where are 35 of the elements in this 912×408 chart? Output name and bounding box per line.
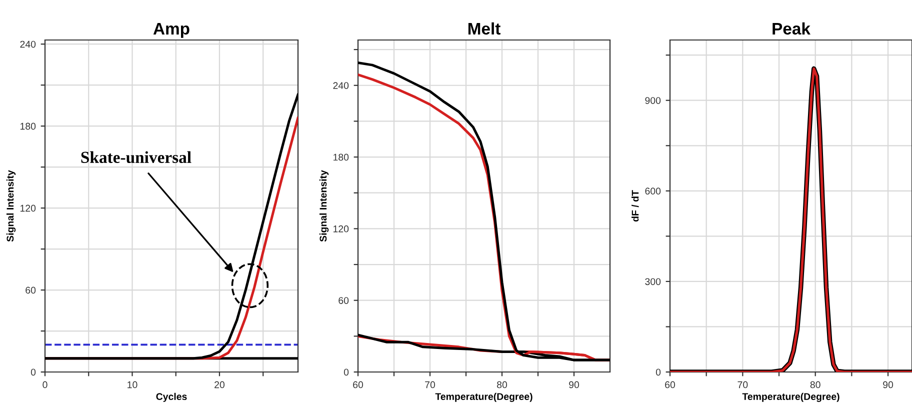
x-axis-title: Temperature(Degree) — [435, 392, 532, 402]
y-tick-label: 300 — [645, 278, 661, 286]
y-tick-label: 900 — [645, 97, 661, 104]
x-tick-label: 90 — [883, 381, 894, 388]
y-axis-title: Signal Intensity — [6, 170, 16, 242]
y-tick-label: 600 — [645, 188, 661, 195]
x-tick-label: 0 — [42, 381, 48, 388]
x-tick-label: 70 — [738, 381, 748, 388]
y-tick-label: 0 — [344, 368, 349, 376]
y-tick-label: 120 — [333, 225, 349, 232]
x-tick-label: 60 — [665, 381, 676, 388]
y-axis-title: Signal Intensity — [319, 170, 329, 242]
annotation: Skate-universal — [81, 151, 192, 164]
y-tick-label: 0 — [30, 368, 36, 376]
x-axis-title: Cycles — [156, 392, 187, 402]
y-tick-label: 0 — [656, 368, 661, 376]
chart-title: Amp — [153, 22, 190, 38]
y-tick-label: 120 — [20, 204, 36, 212]
x-tick-label: 90 — [569, 381, 580, 388]
x-tick-label: 70 — [425, 381, 436, 388]
x-axis-title: Temperature(Degree) — [742, 392, 840, 402]
y-tick-label: 180 — [333, 154, 349, 161]
y-tick-label: 240 — [20, 40, 36, 48]
x-tick-label: 80 — [497, 381, 508, 388]
x-tick-label: 80 — [810, 381, 820, 388]
y-tick-label: 240 — [333, 82, 349, 89]
x-tick-label: 20 — [214, 381, 225, 388]
x-tick-label: 60 — [353, 381, 364, 388]
y-tick-label: 60 — [338, 297, 349, 304]
chart-title: Peak — [772, 22, 810, 35]
x-tick-label: 10 — [128, 381, 138, 388]
y-tick-label: 180 — [20, 122, 36, 130]
chart-title: Melt — [468, 22, 500, 35]
y-axis-title: dF / dT — [632, 190, 639, 222]
y-tick-label: 60 — [26, 286, 36, 294]
